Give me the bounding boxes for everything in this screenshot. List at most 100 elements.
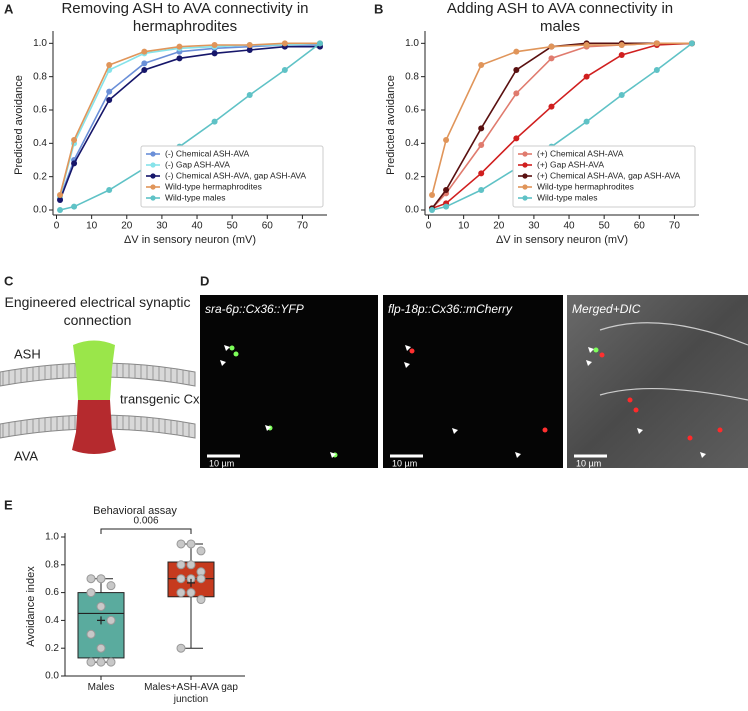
arrowhead [586,360,592,366]
x-tick-label: 10 [458,221,470,232]
fluorescent-spot [717,427,723,433]
y-tick-label: 0.0 [45,671,59,682]
data-point [478,62,485,68]
data-point [246,47,253,53]
x-tick-label: 70 [669,221,681,232]
y-tick-label: 0.0 [405,205,419,216]
data-point [618,52,625,58]
legend-swatch [522,195,528,201]
data-point [57,207,64,213]
data-point [513,67,520,73]
x-tick-label: 20 [493,221,505,232]
data-point [96,643,106,653]
data-point [106,615,116,625]
data-point [211,42,218,48]
y-tick-label: 0.0 [33,205,47,216]
mean-marker [97,616,105,625]
legend-swatch [150,184,156,190]
data-point [478,170,485,177]
p-value: 0.006 [133,516,158,527]
legend-swatch [522,184,528,190]
y-tick-label: 0.2 [33,171,47,182]
x-tick-label: 0 [426,221,432,232]
y-tick-label: 1.0 [405,38,419,49]
fluorescent-spot [593,347,599,353]
y-tick-label: 0.4 [405,138,419,149]
data-point [141,67,148,73]
panel-letter: B [374,1,383,16]
y-axis-label: Avoidance index [25,566,37,647]
data-point [106,62,113,68]
arrowhead [700,452,706,458]
data-point [583,73,590,80]
data-point [86,574,96,584]
legend-box [512,145,696,208]
data-point [513,48,520,55]
data-point [106,657,116,667]
data-point [211,50,218,57]
arrowhead [224,345,230,351]
legend-label: (+) Chemical ASH-AVA, gap ASH-AVA [537,170,681,180]
y-tick-label: 0.6 [45,587,59,598]
data-point [106,97,113,103]
data-point [429,192,436,198]
data-point [618,42,625,48]
fluorescent-spot [687,435,693,441]
fluorescent-spot [599,352,605,358]
arrowhead [220,360,226,366]
data-point [548,43,555,50]
micrograph [383,295,563,468]
x-tick-label: 60 [634,221,646,232]
data-point [186,539,196,549]
x-tick-label: 30 [528,221,540,232]
data-point [196,546,206,556]
arrowhead [637,428,643,434]
scale-label: 10 µm [209,458,234,468]
data-point [246,42,253,48]
data-point [176,560,186,570]
micrograph [567,295,748,468]
x-tick-label: 10 [86,221,98,232]
data-point [429,207,436,213]
fluorescent-spot [633,407,639,413]
scale-label: 10 µm [576,458,601,468]
panel-letter: A [4,1,14,16]
y-tick-label: 0.2 [405,171,419,182]
chart-title: Adding ASH to AVA connectivity in males [446,0,674,35]
y-tick-label: 1.0 [33,38,47,49]
scale-label: 10 µm [392,458,417,468]
x-tick-label: 40 [563,221,575,232]
legend-box [140,145,324,208]
data-point [57,197,64,203]
neuron-label: ASH [14,346,41,361]
x-tick-label: 0 [54,221,60,232]
panel-letter: E [4,497,13,512]
arrowhead [330,452,336,458]
data-point [478,187,485,193]
x-tick-label: 60 [262,221,274,232]
legend-swatch [150,173,156,179]
y-tick-label: 0.2 [45,643,59,654]
x-tick-label: 20 [121,221,133,232]
data-point [246,92,253,98]
micrograph-label: flp-18p::Cx36::mCherry [388,302,513,316]
legend-swatch [150,162,156,168]
x-tick-label: 50 [599,221,611,232]
micrograph-label: sra-6p::Cx36::YFP [205,302,304,316]
fluorescent-spot [409,348,415,354]
data-point [196,574,206,584]
mean-marker [187,578,195,587]
data-point [478,125,485,132]
data-point [583,118,590,125]
legend-label: Wild-type males [537,192,597,202]
neuron-label: AVA [14,448,38,463]
data-point [71,160,78,167]
diagram-title: Engineered electrical synaptic connectio… [4,294,191,328]
arrowhead [588,347,594,353]
data-point [106,88,113,95]
data-point [653,67,660,73]
cell-outline [599,322,748,401]
data-point [688,40,695,47]
panel-letter: D [200,273,209,288]
